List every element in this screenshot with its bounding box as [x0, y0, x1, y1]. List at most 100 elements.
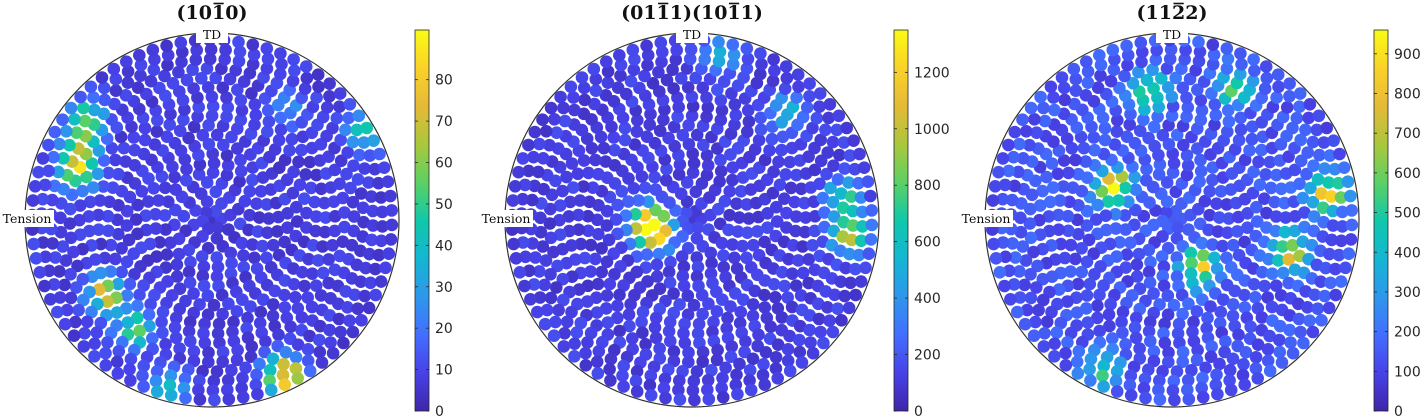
data-point: [812, 312, 826, 326]
data-point: [263, 374, 276, 387]
data-point: [550, 126, 563, 139]
data-point: [844, 276, 857, 290]
data-point: [831, 302, 844, 316]
data-point: [127, 131, 141, 144]
data-point: [722, 223, 735, 237]
data-point: [111, 277, 125, 291]
data-point: [831, 173, 845, 186]
data-point: [115, 265, 128, 279]
data-point: [166, 77, 180, 90]
data-point: [60, 125, 73, 138]
data-point: [201, 289, 215, 303]
data-point: [1011, 305, 1024, 319]
colorbar-tick-label: 10: [435, 363, 453, 379]
data-point: [336, 191, 350, 205]
data-point: [1065, 142, 1079, 155]
data-point: [292, 155, 305, 169]
data-point: [1204, 350, 1218, 364]
data-point: [303, 329, 316, 343]
data-point: [286, 74, 300, 88]
data-point: [241, 311, 254, 325]
data-point: [705, 256, 718, 270]
data-point: [251, 387, 264, 401]
data-point: [640, 39, 653, 53]
data-point: [789, 224, 802, 238]
data-point: [726, 173, 739, 187]
data-point: [677, 279, 691, 293]
data-point: [210, 270, 224, 283]
data-point: [262, 212, 276, 225]
data-point: [235, 236, 249, 250]
colorbar-tick-label: 800: [1394, 87, 1421, 103]
data-point: [626, 43, 640, 57]
data-point: [278, 378, 292, 392]
data-point: [272, 133, 286, 147]
data-point: [781, 354, 795, 368]
data-point: [272, 328, 285, 342]
data-point: [633, 81, 646, 95]
data-point: [1213, 316, 1227, 330]
data-point: [226, 325, 239, 339]
data-point: [686, 166, 700, 179]
data-point: [1274, 289, 1288, 302]
data-point: [1306, 195, 1320, 209]
data-point: [196, 128, 210, 142]
data-point: [1052, 223, 1065, 236]
data-point: [179, 391, 192, 405]
data-point: [590, 355, 604, 369]
data-point: [1210, 368, 1223, 382]
data-point: [714, 164, 728, 178]
data-point: [628, 138, 642, 151]
data-point: [656, 45, 669, 59]
data-point: [1322, 301, 1336, 315]
data-point: [216, 307, 229, 321]
data-point: [206, 384, 220, 397]
data-point: [246, 38, 260, 51]
data-point: [97, 81, 111, 95]
data-point: [1283, 90, 1296, 103]
data-point: [221, 383, 234, 397]
data-point: [689, 71, 702, 85]
data-point: [230, 305, 244, 318]
data-point: [46, 237, 59, 250]
data-point: [650, 258, 664, 272]
data-point: [1293, 87, 1307, 100]
data-point: [207, 156, 221, 170]
data-point: [1064, 265, 1077, 278]
data-point: [1072, 167, 1085, 181]
data-point: [1009, 251, 1022, 264]
data-point: [758, 235, 771, 249]
data-point: [1206, 38, 1220, 51]
data-point: [1020, 303, 1034, 317]
data-point: [1087, 131, 1101, 144]
data-point: [1292, 312, 1306, 326]
data-point: [1226, 309, 1240, 323]
data-point: [1133, 342, 1146, 355]
data-point: [1152, 168, 1166, 181]
data-point: [614, 58, 628, 72]
data-point: [1333, 147, 1346, 161]
data-point: [56, 113, 69, 126]
data-point: [1228, 284, 1242, 298]
data-point: [169, 183, 182, 196]
data-point: [528, 125, 542, 139]
data-point: [813, 87, 827, 100]
data-point: [1081, 76, 1095, 89]
data-point: [999, 250, 1012, 264]
data-point: [761, 207, 774, 220]
data-point: [1323, 149, 1337, 162]
data-point: [385, 218, 399, 232]
data-point: [707, 315, 720, 329]
data-point: [206, 100, 220, 113]
data-point: [826, 135, 840, 149]
data-point: [859, 261, 872, 275]
data-point: [254, 185, 268, 198]
data-point: [78, 114, 92, 128]
data-point: [250, 197, 263, 210]
data-point: [289, 351, 303, 364]
data-point: [712, 35, 725, 49]
data-point: [1142, 265, 1156, 279]
data-point: [636, 326, 649, 340]
data-point: [1211, 387, 1224, 401]
data-point: [1149, 53, 1163, 67]
